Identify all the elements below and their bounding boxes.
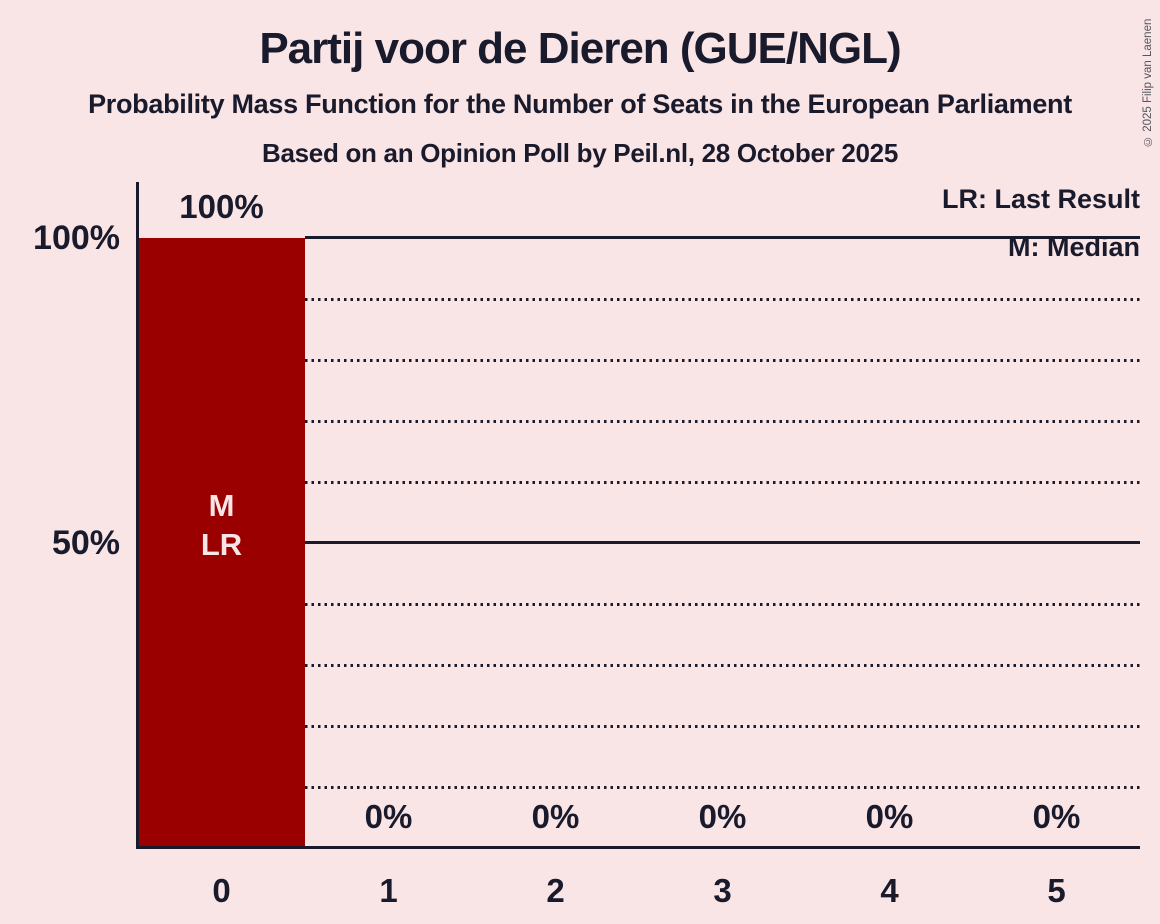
gridline-10pct: [305, 786, 1140, 789]
value-label-seats-5: 0%: [1032, 798, 1081, 835]
chart-subtitle: Probability Mass Function for the Number…: [88, 89, 1072, 119]
gridline-30pct: [305, 664, 1140, 667]
x-tick-label-0: 0: [212, 872, 231, 909]
bar-annotation-median-lastresult: M LR: [138, 486, 305, 564]
value-label-seats-0: 100%: [179, 188, 264, 225]
gridline-80pct: [305, 359, 1140, 362]
page-title: Partij voor de Dieren (GUE/NGL): [259, 24, 901, 73]
gridline-100pct: [305, 236, 1140, 239]
value-label-seats-2: 0%: [531, 798, 580, 835]
y-axis-line: [136, 182, 139, 849]
last-result-marker-label: LR: [200, 527, 243, 562]
gridline-20pct: [305, 725, 1140, 728]
gridline-40pct: [305, 603, 1140, 606]
median-marker-label: M: [208, 488, 235, 523]
value-label-seats-4: 0%: [865, 798, 914, 835]
x-tick-label-2: 2: [546, 872, 565, 909]
x-tick-label-5: 5: [1047, 872, 1066, 909]
poll-source-line: Based on an Opinion Poll by Peil.nl, 28 …: [261, 138, 898, 168]
y-tick-label-100: 100%: [33, 219, 120, 257]
bar-seats-0: [139, 238, 305, 848]
x-axis-line: [136, 846, 1140, 849]
value-label-seats-1: 0%: [364, 798, 413, 835]
gridline-60pct: [305, 481, 1140, 484]
gridline-90pct: [305, 298, 1140, 301]
legend-last-result: LR: Last Result: [941, 184, 1140, 214]
x-tick-label-3: 3: [713, 872, 732, 909]
y-tick-label-50: 50%: [51, 524, 120, 562]
gridline-50pct: [305, 541, 1140, 544]
gridline-70pct: [305, 420, 1140, 423]
x-tick-label-1: 1: [379, 872, 398, 909]
copyright-notice: © 2025 Filip van Laenen: [1142, 18, 1154, 147]
value-label-seats-3: 0%: [698, 798, 747, 835]
x-tick-label-4: 4: [880, 872, 899, 909]
